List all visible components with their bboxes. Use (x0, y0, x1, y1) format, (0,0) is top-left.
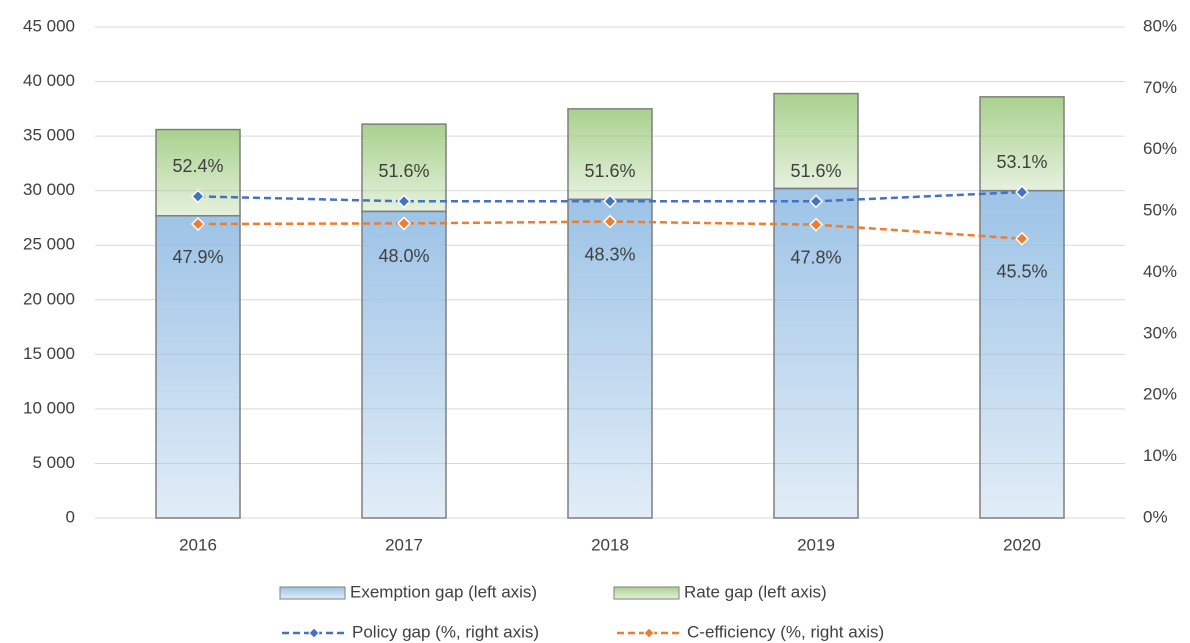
marker (808, 217, 824, 232)
y-tick-label: 40 000 (23, 71, 75, 90)
y2-tick-label: 60% (1143, 139, 1177, 158)
marker (602, 194, 618, 209)
data-label: 48.3% (584, 244, 635, 264)
marker (190, 189, 206, 204)
marker (396, 194, 412, 209)
marker (602, 214, 618, 229)
bar-segment (567, 198, 653, 519)
marker (190, 216, 206, 232)
y-tick-label: 25 000 (23, 235, 75, 254)
legend-label: Exemption gap (left axis) (350, 582, 537, 601)
y2-tick-label: 70% (1143, 78, 1177, 97)
data-label: 51.6% (378, 161, 429, 181)
y2-tick-label: 10% (1143, 446, 1177, 465)
y-tick-label: 5 000 (32, 453, 75, 472)
data-label: 45.5% (996, 261, 1047, 281)
data-label: 47.9% (172, 247, 223, 267)
data-label: 47.8% (790, 247, 841, 267)
y2-tick-label: 20% (1143, 385, 1177, 404)
y2-tick-label: 50% (1143, 201, 1177, 220)
y-tick-label: 35 000 (23, 126, 75, 145)
y2-tick-label: 0% (1143, 507, 1168, 526)
x-tick-label: 2016 (179, 535, 217, 554)
y-tick-label: 30 000 (23, 180, 75, 199)
bar-segment (773, 92, 859, 190)
bar-segment (773, 187, 859, 519)
legend-label: C-efficiency (%, right axis) (687, 622, 884, 641)
data-label: 51.6% (790, 161, 841, 181)
legend-swatch (279, 586, 346, 600)
y2-tick-label: 80% (1143, 16, 1177, 35)
y-tick-label: 10 000 (23, 398, 75, 417)
marker (1014, 185, 1030, 200)
marker (396, 216, 412, 231)
legend-label: Policy gap (%, right axis) (352, 622, 539, 641)
y-tick-label: 0 (66, 507, 75, 526)
y2-tick-label: 30% (1143, 323, 1177, 342)
data-label: 51.6% (584, 161, 635, 181)
y-tick-label: 20 000 (23, 289, 75, 308)
legend-marker (643, 627, 655, 639)
y-tick-label: 15 000 (23, 344, 75, 363)
y2-tick-label: 40% (1143, 262, 1177, 281)
y-tick-label: 45 000 (23, 16, 75, 35)
legend-swatch (613, 586, 680, 600)
legend-marker (308, 627, 320, 639)
legend-label: Rate gap (left axis) (684, 582, 827, 601)
marker (1014, 231, 1030, 246)
data-label: 53.1% (996, 152, 1047, 172)
bar-segment (361, 210, 447, 519)
x-tick-label: 2018 (591, 535, 629, 554)
data-label: 48.0% (378, 246, 429, 266)
x-tick-label: 2019 (797, 535, 835, 554)
x-tick-label: 2020 (1003, 535, 1041, 554)
x-tick-label: 2017 (385, 535, 423, 554)
bar-segment (567, 108, 653, 201)
marker (808, 194, 824, 209)
data-label: 52.4% (172, 156, 223, 176)
bar-segment (979, 96, 1065, 192)
